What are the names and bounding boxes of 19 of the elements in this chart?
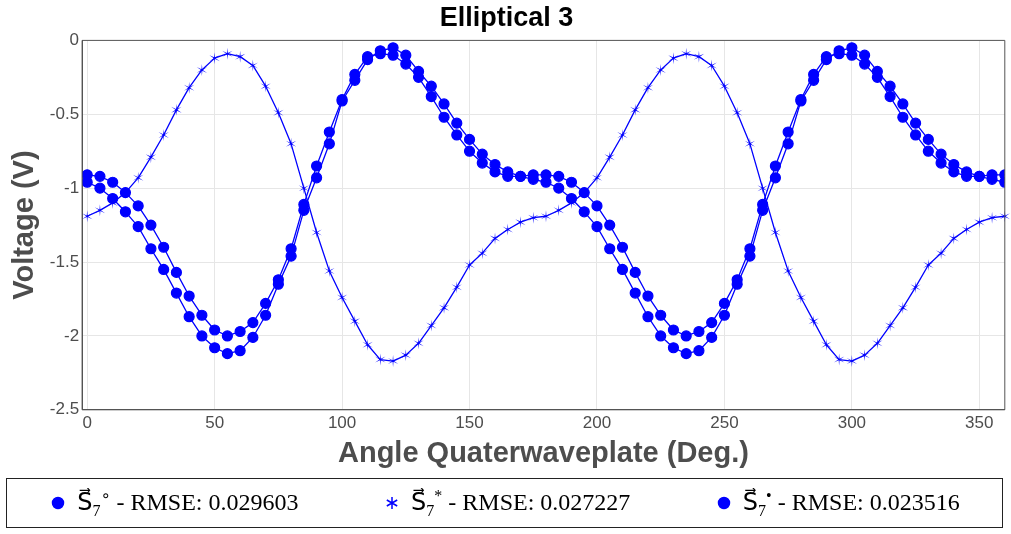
y-tick-label: -1.5 (49, 251, 80, 271)
x-axis-title: Angle Quaterwaveplate (Deg.) (337, 435, 749, 468)
legend-label: S⃗$_{7}$$^{∘}$ - RMSE: 0.029603 (77, 486, 299, 520)
x-tick-label: 250 (710, 412, 739, 432)
y-tick-label: -2.5 (49, 399, 80, 419)
chart-title: Elliptical 3 (439, 1, 574, 32)
x-tick-label: 200 (582, 412, 612, 432)
y-tick-label: 0 (69, 30, 80, 50)
x-tick-label: 150 (455, 412, 484, 432)
y-tick-label: -0.5 (49, 103, 80, 123)
y-axis-title: Voltage (V) (7, 150, 40, 300)
y-tick-label: -2 (63, 325, 80, 345)
x-tick-label: 350 (965, 412, 994, 432)
x-tick-label: 100 (327, 412, 357, 432)
x-tick-label: 300 (837, 412, 867, 432)
x-tick-label: 50 (205, 412, 225, 432)
legend-label: S⃗$_{7}$$^{*}$ - RMSE: 0.027227 (411, 486, 631, 520)
y-tick-label: -1 (63, 177, 80, 197)
legend-label: S⃗$_{7}$$^{•}$ - RMSE: 0.023516 (742, 486, 960, 520)
